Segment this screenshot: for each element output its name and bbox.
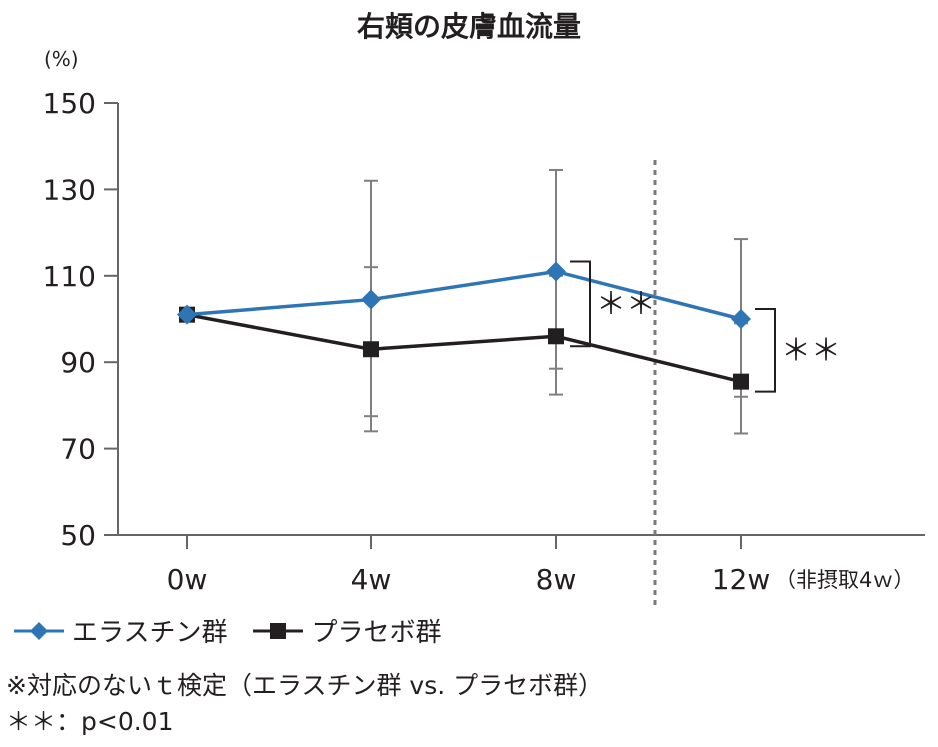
significance-label: ＊＊ xyxy=(596,287,656,322)
x-tick-label: 12w xyxy=(712,563,771,596)
x-tick-label: 4w xyxy=(351,563,392,596)
x-tick-label: 8w xyxy=(536,563,577,596)
y-tick-label: 70 xyxy=(60,433,96,466)
y-tick-label: 130 xyxy=(43,173,96,206)
series-markers xyxy=(177,261,751,390)
legend-item-elastin: エラスチン群 xyxy=(12,612,227,649)
y-tick-label: 110 xyxy=(43,260,96,293)
error-bars xyxy=(364,168,748,435)
significance-brackets: ＊＊ ＊＊ xyxy=(570,260,841,393)
x-tick-note: （非摂取4ｗ） xyxy=(775,568,914,592)
series-line-placebo xyxy=(186,312,742,384)
legend-label-placebo: プラセボ群 xyxy=(311,618,442,648)
significance-bracket xyxy=(755,308,776,393)
pvalue-note: ＊＊：p<0.01 xyxy=(6,707,174,736)
footnotes: ※対応のないｔ検定（エラスチン群 vs. プラセボ群） ＊＊：p<0.01 xyxy=(6,668,603,740)
test-note: ※対応のないｔ検定（エラスチン群 vs. プラセボ群） xyxy=(6,671,604,700)
axes: 150 130 110 90 70 50 0w 4w 8w 12w （非摂取4ｗ） xyxy=(43,87,925,610)
point-elastin xyxy=(361,289,381,310)
chart-title: 右頬の皮膚血流量 xyxy=(357,10,581,43)
y-unit-label: (%) xyxy=(44,47,79,71)
point-elastin xyxy=(177,304,197,325)
series-line-elastin xyxy=(186,269,742,321)
legend-item-placebo: プラセボ群 xyxy=(251,612,442,649)
chart-svg: 右頬の皮膚血流量 (%) 150 130 110 90 70 50 0w 4w 8w 12w （非摂… xyxy=(43,10,925,610)
significance-bracket xyxy=(570,260,591,348)
significance-label: ＊＊ xyxy=(781,333,841,368)
legend-placebo-symbol xyxy=(253,622,304,639)
legend-label-elastin: エラスチン群 xyxy=(72,618,228,648)
point-elastin xyxy=(731,309,751,329)
y-tick-label: 90 xyxy=(60,346,96,379)
point-placebo xyxy=(733,373,749,390)
legend: エラスチン群 プラセボ群 xyxy=(12,612,442,649)
point-placebo xyxy=(548,328,564,345)
x-tick-label: 0w xyxy=(167,563,208,596)
legend-elastin-symbol xyxy=(14,621,64,640)
series-lines xyxy=(186,269,742,384)
point-placebo xyxy=(363,341,379,358)
y-tick-label: 150 xyxy=(43,87,96,120)
y-tick-label: 50 xyxy=(60,519,96,552)
point-elastin xyxy=(546,261,566,282)
